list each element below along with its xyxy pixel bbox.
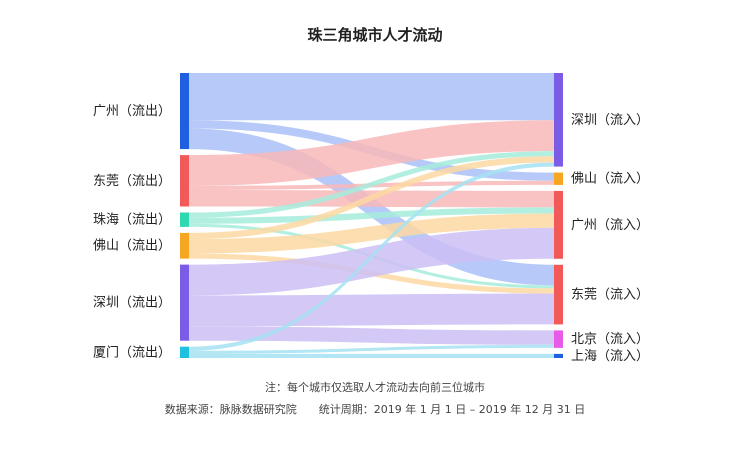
node-label-gz_in: 广州（流入） bbox=[571, 218, 649, 233]
labels-group: 广州（流出） 东莞（流出） 珠海（流出） 佛山（流出） 深圳（流出） 厦门（流出） 深圳（流… bbox=[93, 104, 649, 364]
flow-link-xm_out-sh_in bbox=[189, 353, 554, 358]
flow-link-fs_out-sz_in bbox=[189, 156, 554, 240]
node-label-xm_out: 厦门（流出） bbox=[93, 345, 171, 360]
flow-link-sz_out-gz_in bbox=[189, 227, 554, 296]
node-label-sz_out: 深圳（流出） bbox=[93, 296, 171, 311]
node-label-dg_in: 东莞（流入） bbox=[571, 288, 649, 303]
node-sh_in bbox=[554, 353, 563, 358]
node-label-fs_in: 佛山（流入） bbox=[571, 172, 649, 187]
node-label-gz_out: 广州（流出） bbox=[93, 104, 171, 119]
flow-link-sz_out-dg_in bbox=[189, 293, 554, 327]
flow-link-zh_out-sz_in bbox=[189, 151, 554, 218]
flow-link-xm_out-bj_in bbox=[189, 344, 554, 354]
node-sz_out bbox=[180, 264, 189, 341]
nodes-group bbox=[180, 73, 563, 358]
node-sz_in bbox=[554, 73, 563, 167]
chart-title: 珠三角城市人才流动 bbox=[307, 26, 442, 44]
node-label-sh_in: 上海（流入） bbox=[571, 349, 649, 364]
node-xm_out bbox=[180, 346, 189, 358]
node-label-sz_in: 深圳（流入） bbox=[571, 113, 649, 128]
node-label-fs_out: 佛山（流出） bbox=[93, 239, 171, 254]
node-label-bj_in: 北京（流入） bbox=[571, 332, 649, 347]
flow-link-fs_out-gz_in bbox=[189, 213, 554, 254]
links-group bbox=[189, 73, 554, 358]
footer-source: 数据来源：脉脉数据研究院 统计周期：2019 年 1 月 1 日 – 2019 … bbox=[165, 402, 585, 416]
flow-link-gz_out-dg_in bbox=[189, 128, 554, 286]
node-dg_out bbox=[180, 155, 189, 207]
node-bj_in bbox=[554, 330, 563, 348]
flow-link-dg_out-sz_in bbox=[189, 120, 554, 186]
node-dg_in bbox=[554, 264, 563, 325]
flow-link-gz_out-sz_in bbox=[189, 73, 554, 121]
flow-link-zh_out-gz_in bbox=[189, 207, 554, 224]
flow-link-xm_out-sz_in bbox=[189, 162, 554, 351]
node-fs_in bbox=[554, 172, 563, 185]
footer-note: 注：每个城市仅选取人才流动去向前三位城市 bbox=[265, 380, 485, 394]
node-gz_in bbox=[554, 190, 563, 259]
node-fs_out bbox=[180, 232, 189, 259]
node-gz_out bbox=[180, 73, 189, 150]
node-label-dg_out: 东莞（流出） bbox=[93, 174, 171, 189]
node-zh_out bbox=[180, 212, 189, 227]
node-label-zh_out: 珠海（流出） bbox=[93, 213, 171, 228]
